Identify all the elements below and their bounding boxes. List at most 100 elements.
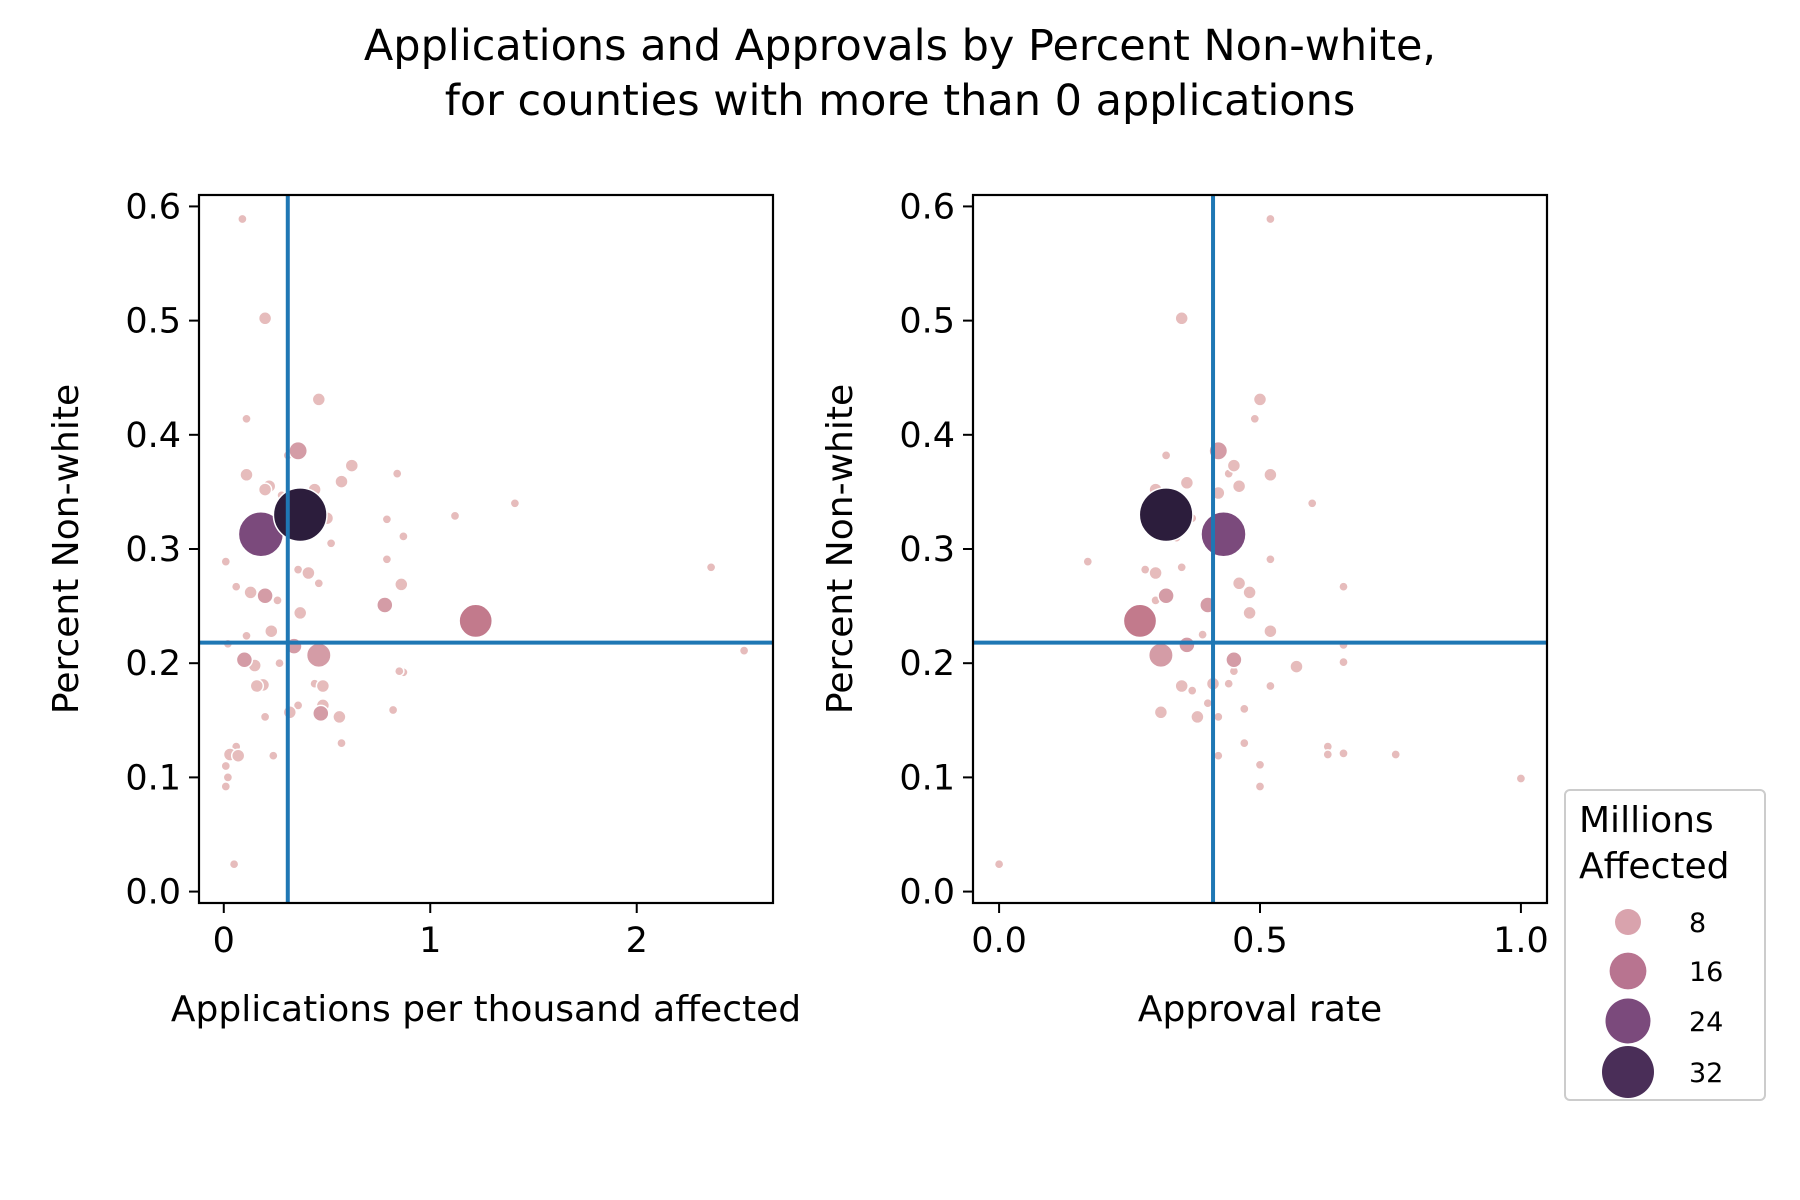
data-point (259, 711, 271, 723)
data-point (1153, 705, 1169, 720)
data-point (237, 213, 248, 225)
data-point (325, 537, 337, 549)
data-point (1265, 213, 1276, 225)
applications-x-ticks: 0 1 2 (213, 903, 648, 961)
approval-y-axis-label: Percent Non-white (820, 384, 861, 714)
data-point (230, 581, 242, 593)
data-point (1122, 603, 1158, 639)
y-tick-label: 0.3 (125, 530, 181, 570)
data-point (1338, 581, 1349, 593)
x-tick-label: 1.0 (1493, 921, 1549, 961)
data-point (1225, 651, 1243, 669)
data-point (1515, 773, 1527, 784)
legend-marker (1605, 998, 1651, 1044)
legend-entries: 8 16 24 32 (1602, 908, 1723, 1098)
y-tick-label: 0.2 (899, 644, 955, 684)
data-point (220, 760, 232, 772)
legend-title-line-1: Millions (1579, 800, 1714, 841)
data-point (1289, 659, 1304, 674)
data-point (509, 497, 521, 509)
data-point (344, 458, 360, 473)
applications-x-axis-label: Applications per thousand affected (171, 989, 801, 1030)
data-point (1306, 497, 1318, 509)
data-point (381, 553, 393, 565)
data-point (235, 651, 254, 669)
x-tick-label: 2 (626, 921, 648, 961)
data-point (257, 311, 273, 326)
data-point (1174, 311, 1189, 326)
y-tick-label: 0.6 (125, 187, 181, 227)
approval-x-ticks: 0.0 0.5 1.0 (971, 903, 1549, 961)
data-point (393, 665, 405, 677)
legend-label: 16 (1689, 957, 1723, 988)
data-point (1238, 703, 1250, 715)
data-point (249, 678, 265, 694)
approval-y-ticks: 0.0 0.1 0.2 0.3 0.4 0.5 0.6 (899, 187, 973, 913)
data-point (1390, 749, 1402, 760)
x-tick-label: 0.5 (1232, 921, 1288, 961)
data-point (272, 595, 283, 606)
x-tick-label: 0 (213, 921, 235, 961)
data-point (1338, 656, 1349, 668)
data-point (993, 858, 1005, 870)
data-point (449, 510, 461, 522)
data-point (334, 474, 349, 489)
data-point (391, 468, 403, 479)
data-point (381, 513, 393, 525)
data-point (1202, 697, 1214, 709)
data-point (241, 413, 252, 425)
y-tick-label: 0.6 (899, 187, 955, 227)
data-point (228, 858, 240, 870)
data-point (305, 642, 332, 669)
applications-panel: 0 1 2 0.0 0.1 0.2 0.3 0.4 0.5 0.6 Applications p… (46, 187, 801, 1030)
data-point (1226, 458, 1242, 473)
data-point (1179, 475, 1195, 491)
data-point (1231, 576, 1247, 591)
data-point (458, 603, 494, 639)
applications-y-ticks: 0.0 0.1 0.2 0.3 0.4 0.5 0.6 (125, 187, 199, 913)
data-point (1212, 750, 1224, 762)
data-point (336, 737, 347, 749)
data-point (394, 577, 409, 592)
legend-title-line-2: Affected (1579, 846, 1730, 887)
data-point (1212, 711, 1224, 723)
data-point (1242, 605, 1257, 621)
y-tick-label: 0.3 (899, 530, 955, 570)
data-point (387, 704, 399, 716)
data-point (301, 565, 316, 581)
data-point (398, 531, 409, 542)
data-point (257, 482, 273, 497)
data-point (264, 623, 279, 639)
data-point (376, 596, 394, 614)
size-legend: Millions Affected 8 16 24 32 (1564, 789, 1766, 1101)
legend-marker (1602, 1046, 1654, 1098)
data-point (1249, 413, 1261, 425)
y-tick-label: 0.1 (125, 758, 181, 798)
figure-title-line-1: Applications and Approvals by Percent No… (364, 21, 1436, 71)
data-point (313, 577, 325, 589)
y-tick-label: 0.5 (899, 302, 955, 342)
data-point (220, 556, 232, 567)
figure-title-line-2: for counties with more than 0 applicatio… (445, 76, 1356, 126)
data-point (1231, 478, 1247, 494)
y-tick-label: 0.0 (125, 873, 181, 913)
data-point (1254, 781, 1266, 792)
data-point (292, 700, 304, 711)
data-point (1265, 553, 1276, 565)
data-point (1082, 556, 1094, 567)
applications-y-axis-label: Percent Non-white (46, 384, 87, 714)
data-point (1265, 680, 1276, 692)
y-tick-label: 0.4 (899, 416, 955, 456)
data-point (1242, 585, 1257, 600)
legend-label: 8 (1689, 908, 1706, 939)
data-point (1197, 629, 1208, 640)
data-point (288, 440, 309, 461)
x-tick-label: 0.0 (971, 921, 1027, 961)
data-point (1176, 561, 1188, 573)
data-point (315, 678, 331, 694)
legend-marker (1609, 952, 1647, 990)
data-point (230, 748, 246, 763)
y-tick-label: 0.0 (899, 873, 955, 913)
data-point (274, 657, 285, 669)
